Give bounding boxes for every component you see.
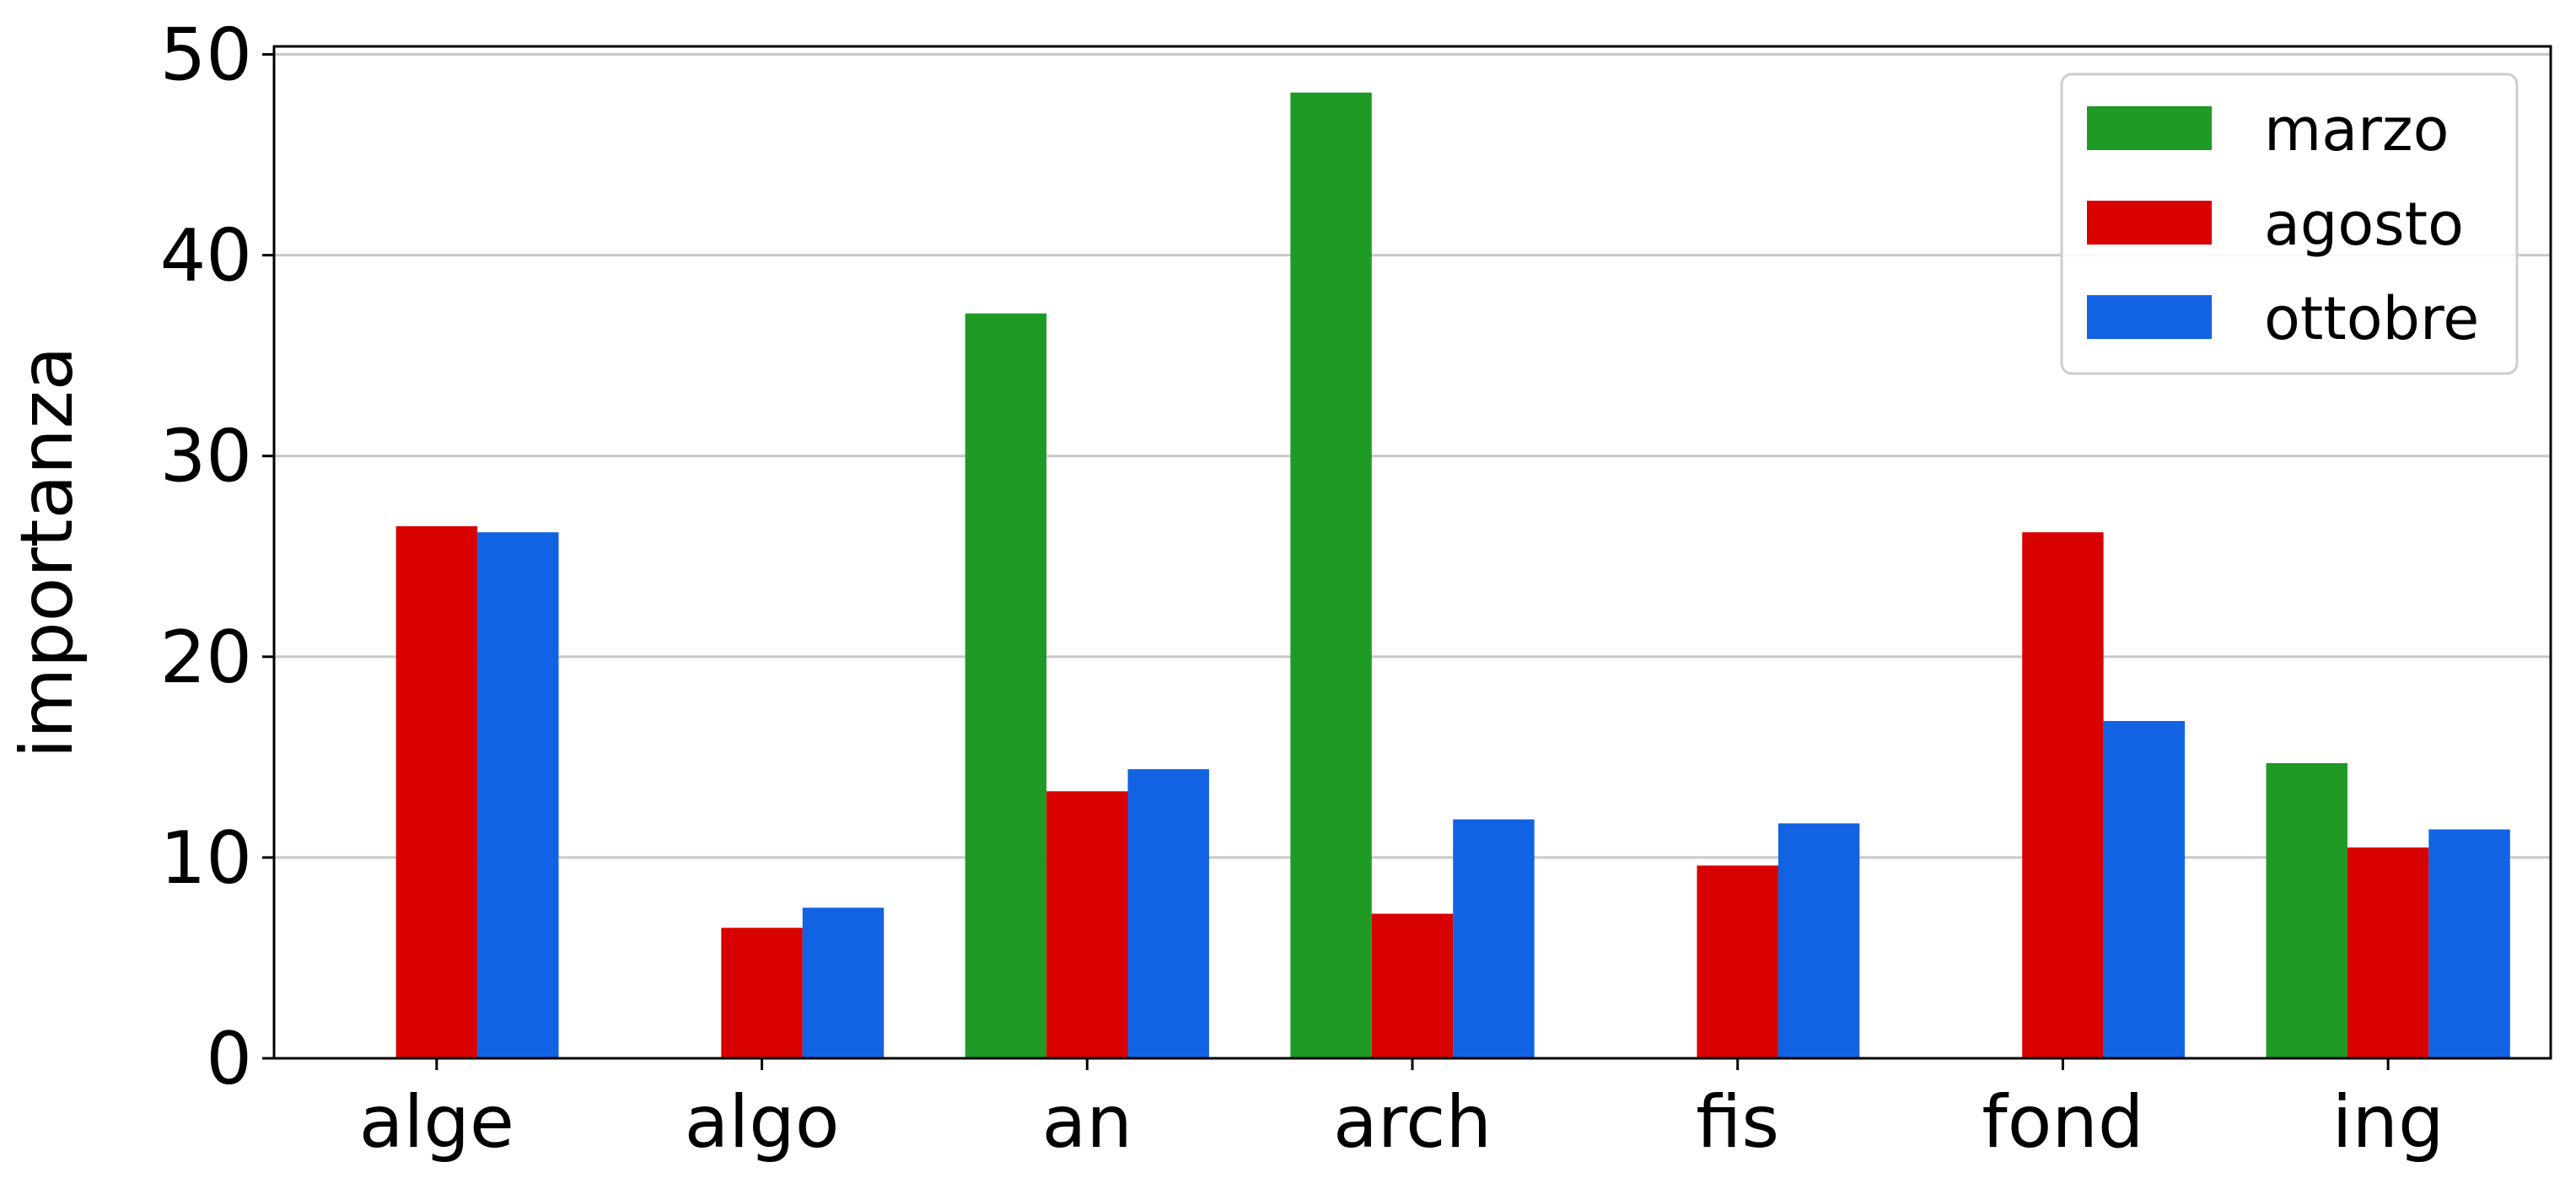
legend-swatch-agosto bbox=[2087, 201, 2212, 245]
x-tick-label: arch bbox=[1333, 1080, 1492, 1165]
bar-ottobre-an bbox=[1127, 769, 1209, 1058]
bar-ottobre-fis bbox=[1777, 823, 1860, 1058]
bars bbox=[395, 92, 2510, 1059]
y-axis-label: importanza bbox=[5, 347, 89, 759]
y-axis: 0 10 20 30 40 50 bbox=[160, 13, 274, 1101]
y-tick-label: 0 bbox=[206, 1017, 252, 1101]
y-tick-label: 40 bbox=[160, 214, 252, 299]
legend: marzo agosto ottobre bbox=[2060, 73, 2519, 375]
bar-agosto-fond bbox=[2022, 532, 2104, 1058]
x-tick-label: an bbox=[1042, 1080, 1132, 1165]
bar-agosto-ing bbox=[2347, 847, 2429, 1058]
bar-marzo-ing bbox=[2266, 763, 2347, 1058]
legend-swatch-marzo bbox=[2087, 106, 2212, 150]
bar-agosto-algo bbox=[721, 928, 803, 1058]
x-tick-label: fond bbox=[1982, 1080, 2143, 1165]
legend-label-ottobre: ottobre bbox=[2264, 284, 2479, 353]
legend-label-marzo: marzo bbox=[2264, 95, 2449, 164]
y-tick-label: 50 bbox=[160, 13, 252, 98]
bar-ottobre-alge bbox=[477, 532, 559, 1058]
bar-agosto-alge bbox=[395, 526, 478, 1058]
bar-marzo-an bbox=[965, 313, 1047, 1059]
legend-label-agosto: agosto bbox=[2264, 190, 2464, 259]
bar-ottobre-algo bbox=[802, 907, 885, 1058]
x-tick-label: algo bbox=[685, 1080, 840, 1165]
bar-ottobre-arch bbox=[1453, 819, 1535, 1058]
bar-agosto-an bbox=[1046, 791, 1128, 1058]
y-tick-label: 30 bbox=[160, 415, 252, 499]
x-tick-label: fis bbox=[1696, 1080, 1779, 1165]
bar-agosto-fis bbox=[1697, 865, 1778, 1058]
bar-ottobre-fond bbox=[2103, 721, 2186, 1058]
x-axis: alge algo an arch fis fond ing bbox=[359, 1058, 2444, 1165]
y-tick-label: 10 bbox=[160, 816, 252, 901]
y-tick-label: 20 bbox=[160, 616, 252, 700]
bar-agosto-arch bbox=[1371, 913, 1454, 1058]
x-tick-label: ing bbox=[2332, 1080, 2444, 1165]
x-tick-label: alge bbox=[359, 1080, 514, 1165]
bar-marzo-arch bbox=[1290, 92, 1372, 1058]
bar-ottobre-ing bbox=[2428, 829, 2510, 1058]
legend-swatch-ottobre bbox=[2087, 295, 2212, 339]
